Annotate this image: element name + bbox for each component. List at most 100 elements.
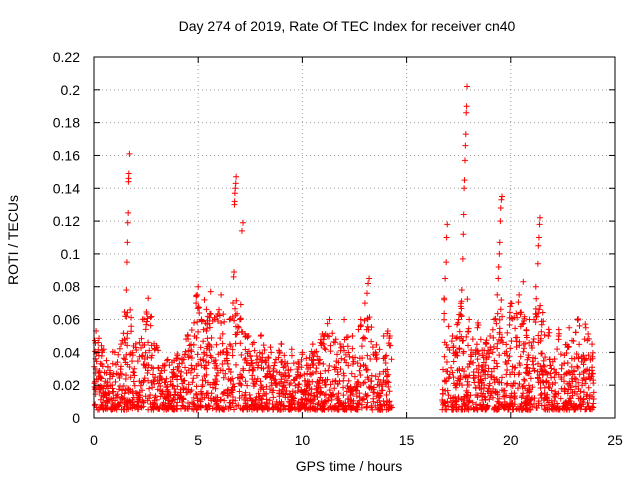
data-point	[176, 392, 183, 399]
data-point	[565, 369, 572, 376]
data-point	[204, 325, 211, 332]
data-point	[362, 391, 369, 398]
data-point	[532, 355, 539, 362]
data-point	[443, 259, 450, 266]
data-point	[444, 398, 451, 405]
data-point	[554, 346, 561, 353]
data-point	[103, 357, 110, 364]
data-point	[517, 402, 524, 409]
data-point	[138, 353, 145, 360]
data-point	[93, 358, 100, 365]
x-tick-label: 15	[399, 432, 415, 448]
data-point	[268, 379, 275, 386]
data-point	[222, 370, 229, 377]
data-point	[524, 356, 531, 363]
data-point	[207, 288, 214, 295]
data-point	[151, 400, 158, 407]
data-point	[129, 399, 136, 406]
data-point	[268, 349, 275, 356]
data-point	[138, 344, 145, 351]
data-point	[114, 394, 121, 401]
data-point	[236, 380, 243, 387]
data-point	[148, 364, 155, 371]
data-point	[457, 303, 464, 310]
data-point	[163, 406, 170, 413]
data-point	[535, 242, 542, 249]
data-point	[200, 356, 207, 363]
data-point	[487, 332, 494, 339]
data-point	[216, 406, 223, 413]
data-point	[273, 369, 280, 376]
data-point	[264, 364, 271, 371]
data-point	[213, 378, 220, 385]
data-point	[364, 352, 371, 359]
data-point	[567, 384, 574, 391]
data-point	[440, 366, 447, 373]
data-point	[203, 306, 210, 313]
data-point	[347, 386, 354, 393]
data-point	[214, 317, 221, 324]
data-point	[499, 374, 506, 381]
data-point	[180, 386, 187, 393]
data-point	[464, 83, 471, 90]
y-tick-label: 0.16	[53, 147, 80, 163]
data-point	[252, 396, 259, 403]
data-point	[560, 400, 567, 407]
data-point	[220, 348, 227, 355]
data-point	[138, 335, 145, 342]
data-point	[509, 383, 516, 390]
data-point	[358, 322, 365, 329]
data-point	[526, 368, 533, 375]
data-point	[182, 364, 189, 371]
data-point	[463, 373, 470, 380]
data-point	[185, 381, 192, 388]
data-point	[482, 406, 489, 413]
data-point	[487, 392, 494, 399]
data-point	[461, 368, 468, 375]
data-point	[115, 351, 122, 358]
data-point	[120, 406, 127, 413]
data-point	[511, 390, 518, 397]
data-point	[319, 406, 326, 413]
data-point	[240, 406, 247, 413]
data-point	[176, 360, 183, 367]
data-point	[518, 309, 525, 316]
data-point	[239, 406, 246, 413]
data-point	[338, 355, 345, 362]
data-point	[532, 310, 539, 317]
data-point	[496, 316, 503, 323]
data-point	[480, 359, 487, 366]
data-point	[347, 398, 354, 405]
data-point	[205, 402, 212, 409]
data-point	[209, 384, 216, 391]
data-point	[109, 382, 116, 389]
data-point	[221, 318, 228, 325]
data-point	[316, 377, 323, 384]
data-point	[265, 355, 272, 362]
data-point	[141, 316, 148, 323]
data-point	[503, 341, 510, 348]
data-point	[278, 341, 285, 348]
data-point	[350, 358, 357, 365]
data-point	[340, 403, 347, 410]
data-point	[569, 389, 576, 396]
data-point	[507, 402, 514, 409]
data-point	[325, 367, 332, 374]
data-point	[541, 406, 548, 413]
data-point	[490, 365, 497, 372]
data-point	[344, 382, 351, 389]
data-point	[328, 391, 335, 398]
data-point	[449, 403, 456, 410]
data-point	[201, 364, 208, 371]
data-point	[505, 357, 512, 364]
data-point	[240, 219, 247, 226]
data-point	[501, 387, 508, 394]
data-point	[272, 376, 279, 383]
data-point	[194, 291, 201, 298]
data-point	[527, 375, 534, 382]
data-point	[170, 394, 177, 401]
data-point	[448, 364, 455, 371]
data-point	[119, 387, 126, 394]
data-point	[280, 364, 287, 371]
data-point	[461, 185, 468, 192]
